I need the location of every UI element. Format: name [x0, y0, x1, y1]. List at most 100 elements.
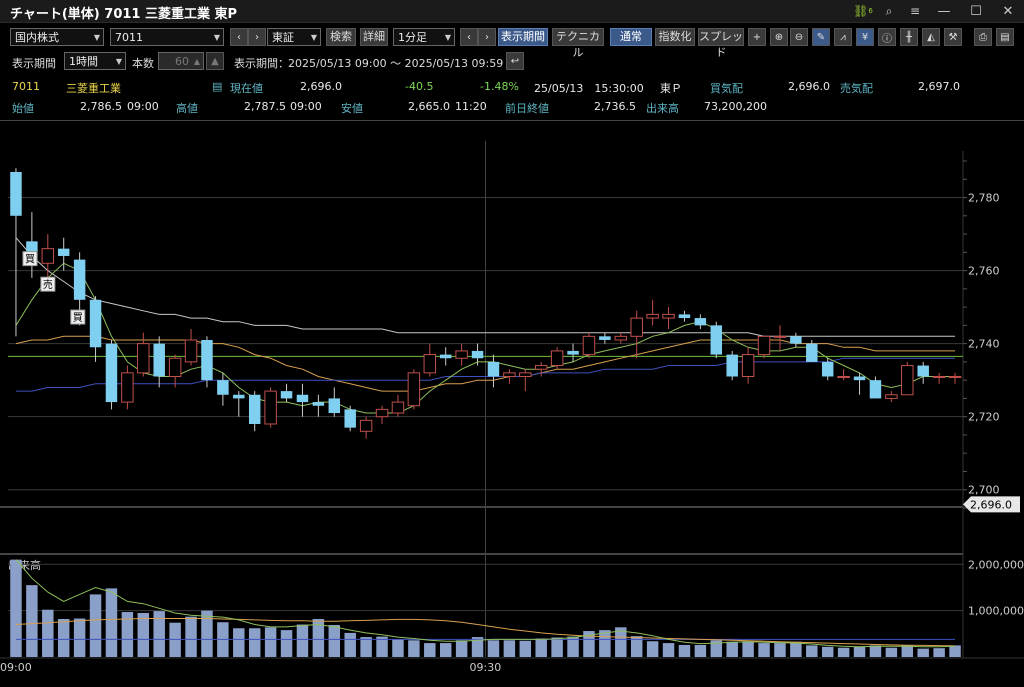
volume-bar	[710, 640, 723, 657]
save-icon[interactable]: ▤	[996, 28, 1014, 46]
volume-bar	[376, 636, 388, 657]
interval-select-value: 1分足	[398, 31, 427, 44]
next-period-button[interactable]: ›	[478, 28, 496, 46]
volume-bar	[678, 644, 691, 657]
quote-datetime: 25/05/13 15:30:00	[534, 82, 644, 95]
candles-icon[interactable]: ╫	[900, 28, 918, 46]
chevron-down-icon: ▼	[444, 33, 451, 42]
normal-button[interactable]: 通常	[610, 28, 652, 46]
zoom-in-icon[interactable]: ⊕	[770, 28, 788, 46]
reset-period-icon[interactable]: ↩	[506, 52, 524, 70]
volume-bar	[57, 618, 70, 657]
chevron-left-icon: ‹	[467, 31, 471, 43]
candle-body	[407, 372, 421, 407]
candle-body	[487, 361, 500, 377]
interval-select[interactable]: 1分足 ▼	[393, 28, 455, 46]
volume-bar	[121, 612, 134, 657]
quote-code: 7011	[12, 80, 40, 93]
volume-bar	[821, 646, 834, 657]
candle-body	[885, 394, 898, 399]
period-button[interactable]: 表示期間	[498, 28, 548, 46]
bid-value: 2,696.0	[788, 80, 830, 93]
technical-button[interactable]: テクニカル	[552, 28, 604, 59]
low-value: 2,665.0	[408, 100, 450, 113]
wrench-icon[interactable]: ⚒	[944, 28, 962, 46]
volume-bar	[694, 644, 707, 657]
volume-bar	[790, 641, 802, 657]
prev-period-button[interactable]: ‹	[460, 28, 478, 46]
chevron-up-icon: ▲	[193, 57, 200, 66]
volume-bar	[89, 594, 102, 657]
maximize-icon[interactable]: ☐	[970, 3, 982, 19]
current-label: 現在値	[230, 82, 263, 95]
candle-body	[41, 248, 55, 264]
range-text: 2025/05/13 09:00 ～ 2025/05/13 09:59	[288, 57, 504, 70]
volume-bar	[662, 643, 675, 657]
info-icon[interactable]: ⓘ	[878, 28, 896, 46]
search-icon[interactable]: ⌕	[885, 3, 893, 18]
volume-bar	[567, 636, 579, 657]
volume-bar	[360, 637, 372, 657]
crosshair-icon[interactable]: +	[748, 28, 766, 46]
search-button[interactable]: 検索	[326, 28, 356, 46]
detail-button[interactable]: 詳細	[360, 28, 388, 46]
low-time: 11:20	[455, 100, 487, 113]
market-select-value: 国内株式	[15, 31, 59, 44]
volume-bar	[439, 643, 452, 657]
candle-body	[646, 313, 659, 319]
prev-code-button[interactable]: ‹	[230, 28, 248, 46]
spread-button[interactable]: スプレッド	[698, 28, 744, 59]
volume-bar	[487, 640, 500, 657]
link-icon[interactable]: ⛓ 6	[853, 4, 873, 18]
next-code-button[interactable]: ›	[248, 28, 266, 46]
candle-body	[264, 390, 277, 425]
price-tick-label: 2,740	[968, 338, 1000, 351]
count-caption: 本数	[132, 57, 154, 70]
code-input[interactable]: 7011 ▼	[110, 28, 224, 46]
candle-body	[137, 343, 150, 374]
candle-body	[837, 376, 850, 379]
signal-marker-label: 買	[73, 312, 83, 324]
market-select[interactable]: 国内株式 ▼	[10, 28, 104, 46]
candle-body	[57, 248, 70, 256]
pencil-icon[interactable]: ✎	[812, 28, 830, 46]
candle-body	[757, 335, 771, 356]
chevron-right-icon: ›	[485, 31, 489, 43]
candle-body	[694, 318, 707, 326]
candle-body	[948, 376, 962, 379]
minimize-icon[interactable]: —	[937, 3, 951, 19]
candle-body	[567, 350, 579, 355]
signal-marker	[22, 251, 38, 267]
chart-tool-icon[interactable]: ⩘	[834, 28, 852, 46]
ma-long-line	[15, 237, 955, 337]
candle-body	[869, 380, 882, 399]
menu-icon[interactable]: ≡	[909, 4, 921, 18]
volume-tick-label: 1,000,000	[968, 605, 1024, 618]
period-select[interactable]: 1時間 ▼	[64, 52, 126, 70]
candle-body	[439, 354, 452, 359]
print-icon[interactable]: ⎙	[974, 28, 992, 46]
candle-body	[806, 343, 818, 362]
candle-body	[821, 361, 834, 377]
memo-icon[interactable]: ▤	[212, 80, 223, 93]
candle-body	[630, 317, 643, 337]
volume-bar	[455, 640, 468, 657]
count-input[interactable]: 60 ▲	[158, 52, 204, 70]
candle-body	[296, 394, 309, 403]
count-up-button[interactable]: ▲	[206, 52, 224, 70]
volume-bar	[201, 610, 213, 657]
volume-bar	[392, 639, 404, 657]
zoom-out-icon[interactable]: ⊖	[790, 28, 808, 46]
candle-body	[853, 376, 866, 381]
candle-body	[773, 335, 787, 338]
area-chart-icon[interactable]: ◭	[922, 28, 940, 46]
close-icon[interactable]: ✕	[1002, 3, 1014, 19]
exchange-select[interactable]: 東証 ▼	[267, 28, 321, 46]
index-button[interactable]: 指数化	[655, 28, 695, 46]
candle-body	[455, 350, 468, 359]
candle-body	[471, 350, 484, 359]
volume-bar	[535, 638, 547, 657]
yen-icon[interactable]: ¥	[856, 28, 874, 46]
quote-name: 三菱重工業	[66, 82, 121, 95]
